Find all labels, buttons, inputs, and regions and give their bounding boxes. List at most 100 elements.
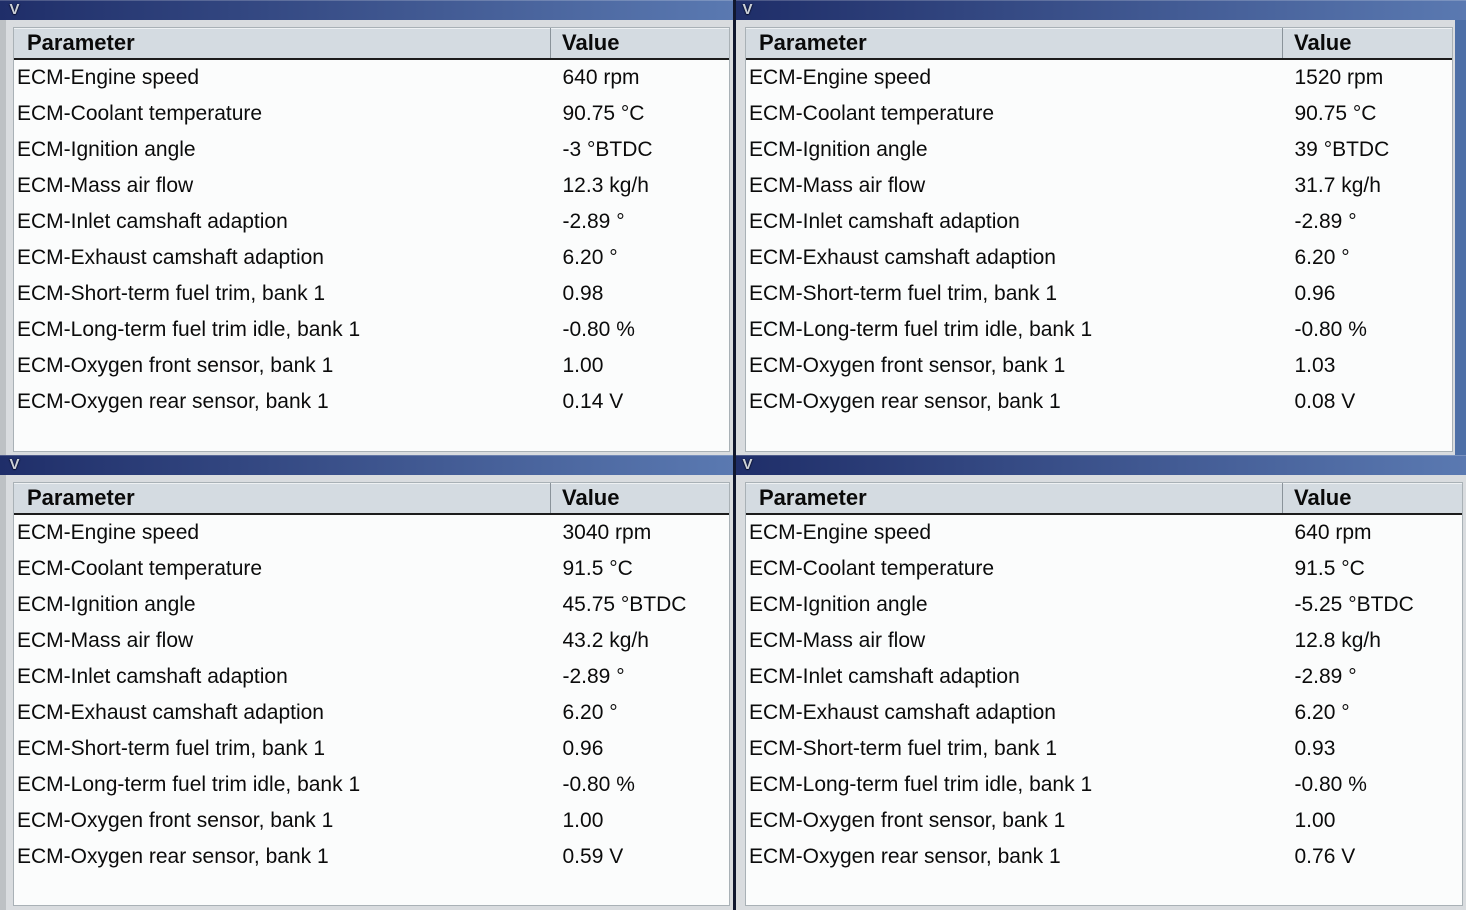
value-column-header[interactable]: Value [1282,28,1452,60]
parameter-cell: ECM-Long-term fuel trim idle, bank 1 [749,773,1093,796]
table-row[interactable]: ECM-Long-term fuel trim idle, bank 1 -0.8… [14,312,729,348]
value-cell: 0.76 V [1294,845,1356,868]
parameter-cell: ECM-Coolant temperature [17,557,263,580]
parameter-cell: ECM-Oxygen front sensor, bank 1 [17,354,334,377]
table-row[interactable]: ECM-Mass air flow 12.8 kg/h [746,623,1462,659]
table-row[interactable]: ECM-Oxygen front sensor, bank 1 1.03 [746,348,1452,384]
value-cell: 0.98 [562,282,604,305]
parameter-cell: ECM-Oxygen front sensor, bank 1 [749,809,1066,832]
table-row[interactable]: ECM-Inlet camshaft adaption -2.89 ° [746,204,1452,240]
table-row[interactable]: ECM-Long-term fuel trim idle, bank 1 -0.8… [746,312,1452,348]
window-titlebar[interactable]: V [0,0,733,20]
value-column-header[interactable]: Value [550,483,729,515]
table-row[interactable]: ECM-Oxygen rear sensor, bank 1 0.08 V [746,384,1452,420]
value-column-header[interactable]: Value [1282,483,1462,515]
table-header-row: Parameter Value [746,483,1462,515]
parameter-cell: ECM-Oxygen rear sensor, bank 1 [17,845,329,868]
parameter-cell: ECM-Inlet camshaft adaption [749,210,1020,233]
parameter-column-header[interactable]: Parameter [746,483,1283,515]
parameter-table: Parameter Value ECM-Engine speed 1520 rpm… [745,27,1453,452]
table-row[interactable]: ECM-Engine speed 640 rpm [14,59,729,96]
value-cell: 6.20 ° [1294,701,1350,724]
table-row[interactable]: ECM-Inlet camshaft adaption -2.89 ° [746,659,1462,695]
window-titlebar[interactable]: V [736,0,1466,20]
parameter-cell: ECM-Exhaust camshaft adaption [749,246,1056,269]
table-row[interactable]: ECM-Ignition angle 45.75 °BTDC [14,587,729,623]
value-cell: -0.80 % [1294,773,1367,796]
table-row[interactable]: ECM-Oxygen front sensor, bank 1 1.00 [14,348,729,384]
parameter-cell: ECM-Long-term fuel trim idle, bank 1 [17,318,361,341]
table-row[interactable]: ECM-Short-term fuel trim, bank 1 0.98 [14,276,729,312]
table-row[interactable]: ECM-Coolant temperature 91.5 °C [14,551,729,587]
parameter-window-top-left: V Parameter Value ECM-Engine speed 640 rp… [0,0,733,455]
parameter-column-header[interactable]: Parameter [746,28,1283,60]
parameter-cell: ECM-Inlet camshaft adaption [17,210,288,233]
table-row[interactable]: ECM-Short-term fuel trim, bank 1 0.96 [14,731,729,767]
table-row[interactable]: ECM-Long-term fuel trim idle, bank 1 -0.8… [746,767,1462,803]
table-row[interactable]: ECM-Coolant temperature 90.75 °C [746,96,1452,132]
table-row[interactable]: ECM-Inlet camshaft adaption -2.89 ° [14,659,729,695]
parameter-cell: ECM-Inlet camshaft adaption [17,665,288,688]
table-row[interactable]: ECM-Inlet camshaft adaption -2.89 ° [14,204,729,240]
table-row[interactable]: ECM-Coolant temperature 90.75 °C [14,96,729,132]
parameter-table: Parameter Value ECM-Engine speed 640 rpm E… [13,27,730,452]
table-row[interactable]: ECM-Engine speed 1520 rpm [746,59,1452,96]
window-body: Parameter Value ECM-Engine speed 640 rpm E… [736,475,1466,910]
parameter-cell: ECM-Engine speed [17,521,200,544]
table-row[interactable]: ECM-Long-term fuel trim idle, bank 1 -0.8… [14,767,729,803]
table-row[interactable]: ECM-Ignition angle -3 °BTDC [14,132,729,168]
table-row[interactable]: ECM-Exhaust camshaft adaption 6.20 ° [14,240,729,276]
parameter-cell: ECM-Mass air flow [17,174,194,197]
table-row[interactable]: ECM-Oxygen front sensor, bank 1 1.00 [14,803,729,839]
value-cell: -2.89 ° [1294,665,1357,688]
table-row[interactable]: ECM-Mass air flow 31.7 kg/h [746,168,1452,204]
parameter-cell: ECM-Long-term fuel trim idle, bank 1 [17,773,361,796]
parameter-cell: ECM-Coolant temperature [17,102,263,125]
vida-app-icon: V [9,1,20,18]
value-cell: -0.80 % [562,773,635,796]
value-cell: 31.7 kg/h [1294,174,1381,197]
parameter-cell: ECM-Exhaust camshaft adaption [17,246,324,269]
vida-app-icon: V [9,456,20,473]
value-cell: 6.20 ° [562,701,618,724]
window-titlebar[interactable]: V [0,455,733,475]
vida-app-icon: V [742,1,753,18]
table-row[interactable]: ECM-Exhaust camshaft adaption 6.20 ° [746,695,1462,731]
table-row[interactable]: ECM-Short-term fuel trim, bank 1 0.93 [746,731,1462,767]
table-row[interactable]: ECM-Ignition angle 39 °BTDC [746,132,1452,168]
parameter-cell: ECM-Exhaust camshaft adaption [749,701,1056,724]
value-cell: -2.89 ° [562,210,625,233]
table-row[interactable]: ECM-Mass air flow 43.2 kg/h [14,623,729,659]
parameter-cell: ECM-Coolant temperature [749,102,995,125]
parameter-column-header[interactable]: Parameter [14,483,551,515]
value-cell: 90.75 °C [562,102,645,125]
table-row[interactable]: ECM-Engine speed 3040 rpm [14,514,729,551]
value-cell: 1.03 [1294,354,1336,377]
value-column-header[interactable]: Value [550,28,729,60]
table-row[interactable]: ECM-Mass air flow 12.3 kg/h [14,168,729,204]
value-cell: 12.8 kg/h [1294,629,1381,652]
table-row[interactable]: ECM-Engine speed 640 rpm [746,514,1462,551]
table-row[interactable]: ECM-Short-term fuel trim, bank 1 0.96 [746,276,1452,312]
table-row[interactable]: ECM-Oxygen front sensor, bank 1 1.00 [746,803,1462,839]
parameter-cell: ECM-Engine speed [749,66,932,89]
parameter-cell: ECM-Engine speed [17,66,200,89]
value-cell: 0.14 V [562,390,624,413]
parameter-cell: ECM-Oxygen rear sensor, bank 1 [17,390,329,413]
table-row[interactable]: ECM-Oxygen rear sensor, bank 1 0.14 V [14,384,729,420]
parameter-cell: ECM-Mass air flow [17,629,194,652]
value-cell: 12.3 kg/h [562,174,649,197]
parameter-column-header[interactable]: Parameter [14,28,551,60]
table-row[interactable]: ECM-Ignition angle -5.25 °BTDC [746,587,1462,623]
parameter-cell: ECM-Long-term fuel trim idle, bank 1 [749,318,1093,341]
table-row[interactable]: ECM-Coolant temperature 91.5 °C [746,551,1462,587]
table-row[interactable]: ECM-Oxygen rear sensor, bank 1 0.76 V [746,839,1462,875]
table-row[interactable]: ECM-Exhaust camshaft adaption 6.20 ° [746,240,1452,276]
vida-app-icon: V [742,456,753,473]
table-row[interactable]: ECM-Exhaust camshaft adaption 6.20 ° [14,695,729,731]
window-titlebar[interactable]: V [736,455,1466,475]
value-cell: 640 rpm [562,66,640,89]
parameter-cell: ECM-Short-term fuel trim, bank 1 [17,737,326,760]
parameter-table: Parameter Value ECM-Engine speed 640 rpm E… [745,482,1463,906]
table-row[interactable]: ECM-Oxygen rear sensor, bank 1 0.59 V [14,839,729,875]
